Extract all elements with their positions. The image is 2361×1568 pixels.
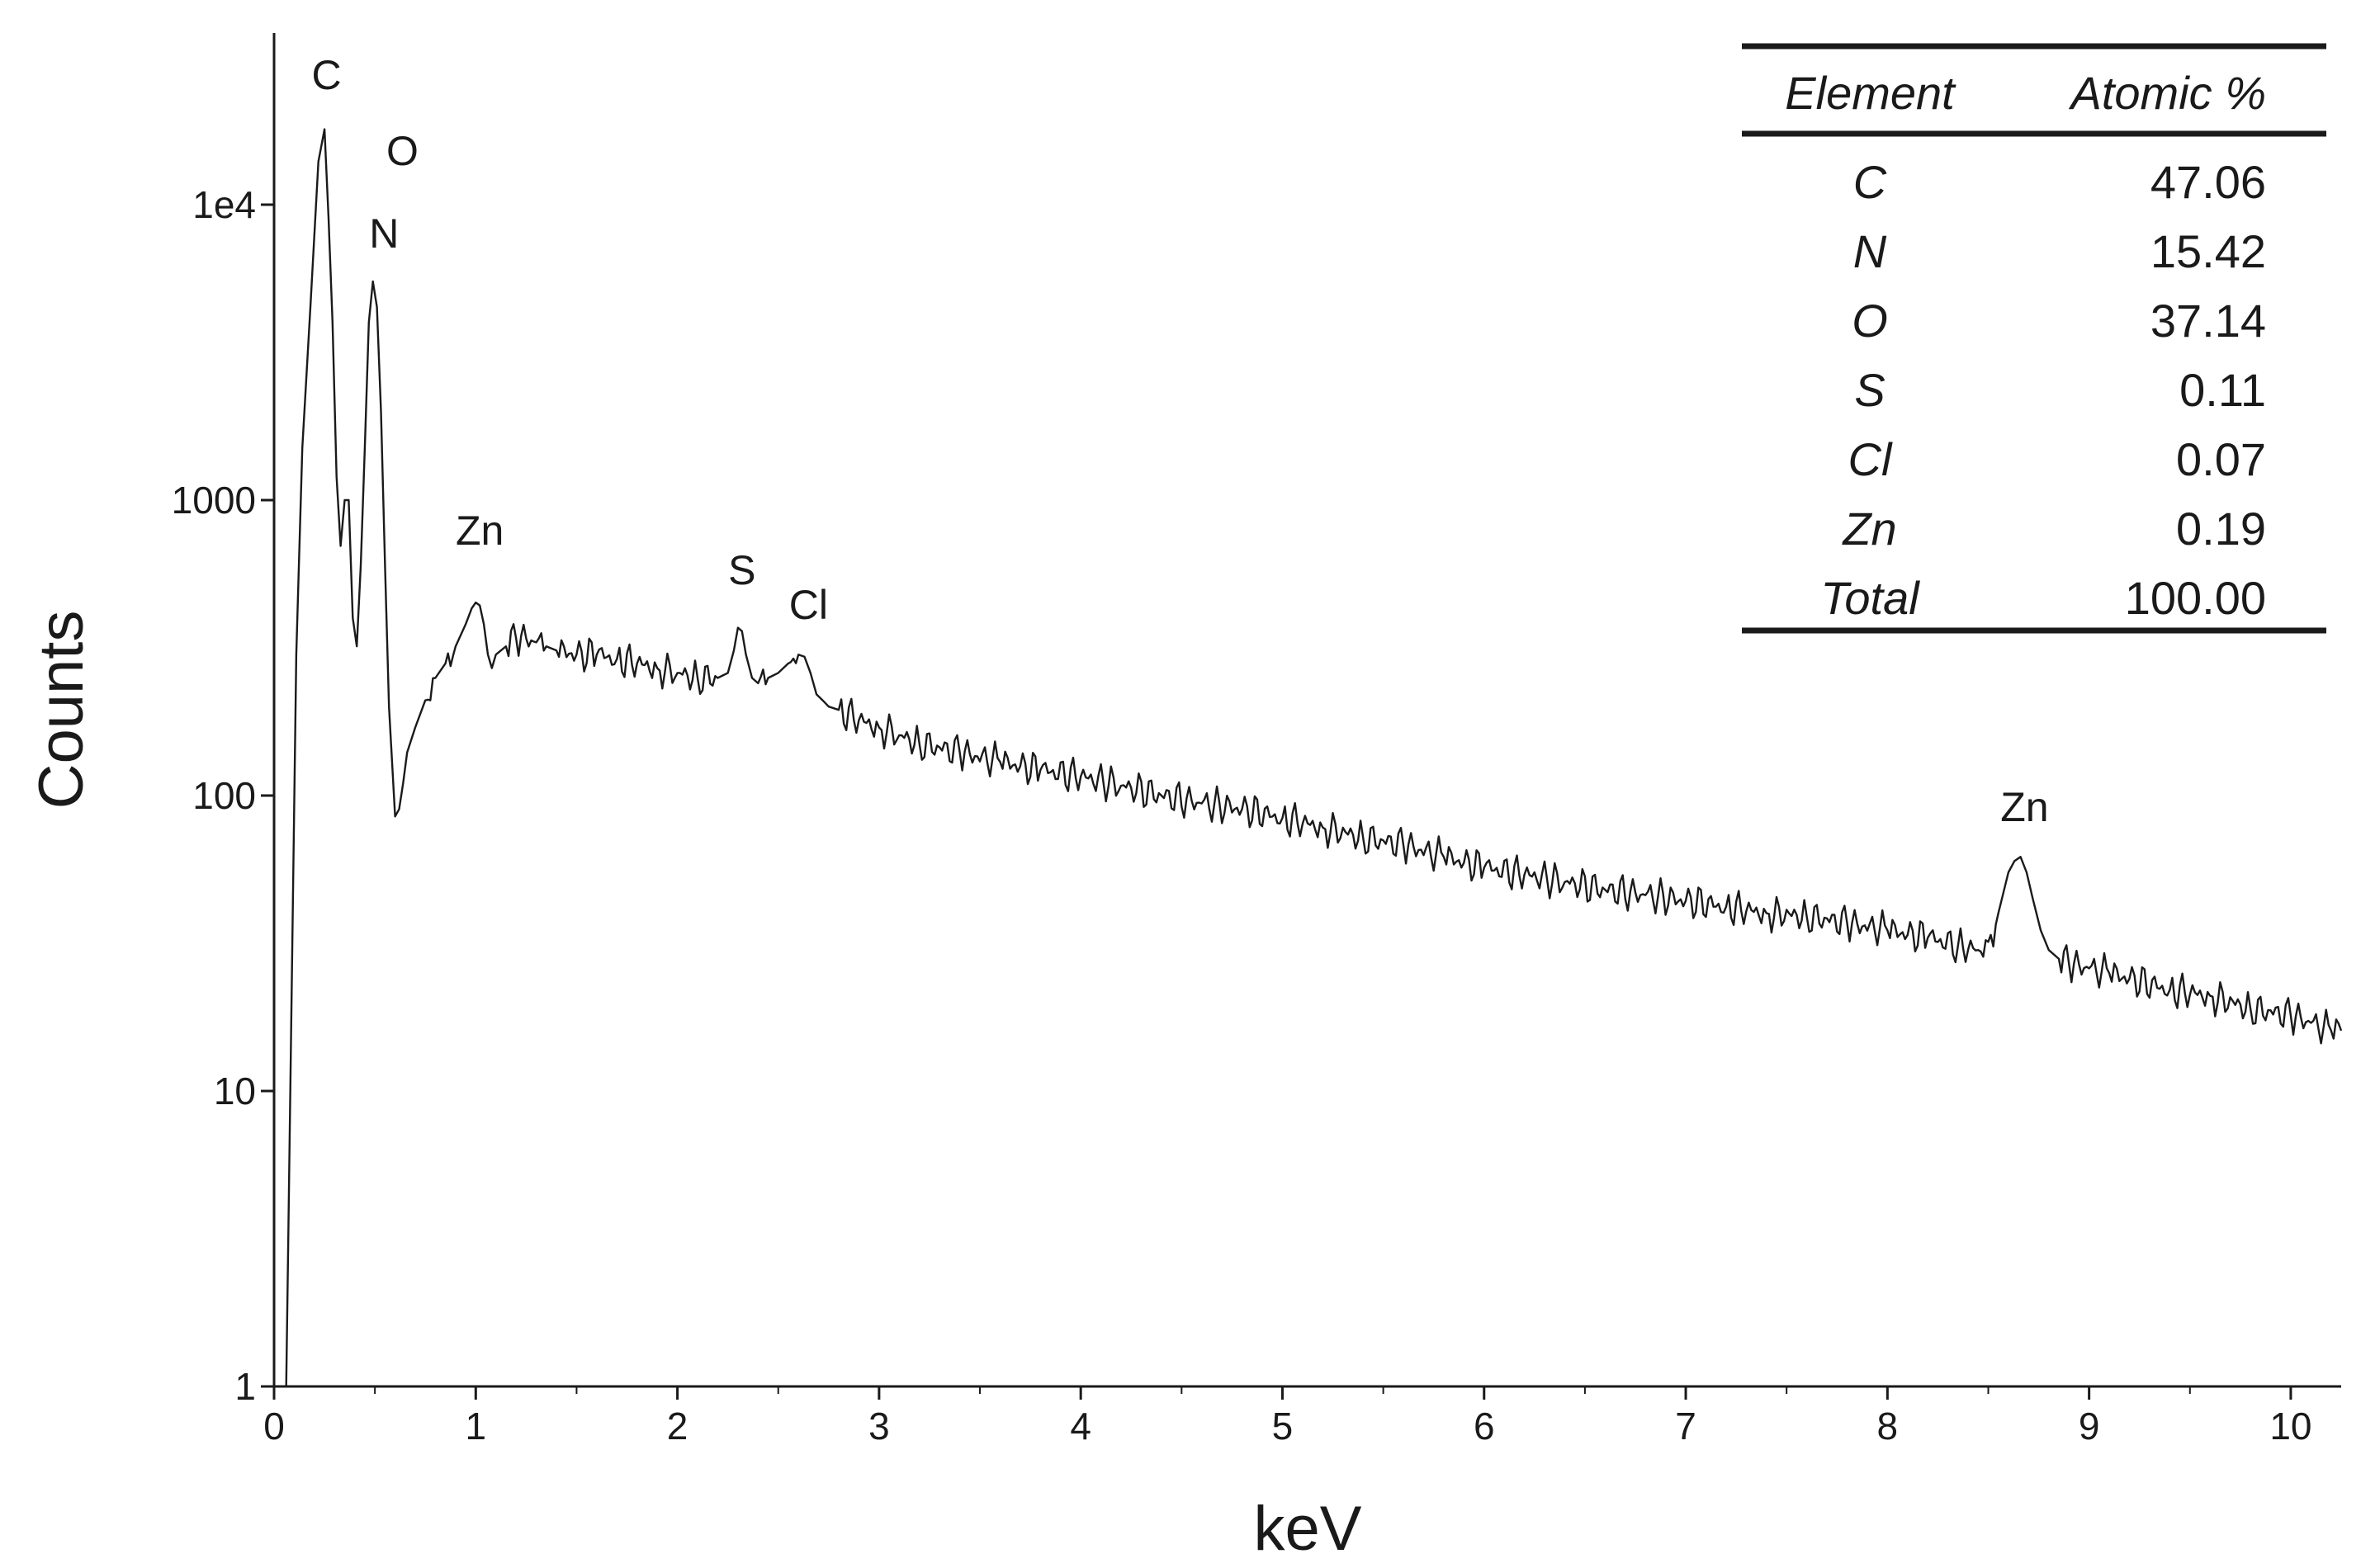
x-tick-label: 3: [868, 1405, 890, 1448]
composition-table: Element Atomic % C 47.06 N 15.42 O 37.14 S 0.11 Cl…: [1742, 43, 2326, 634]
table-cell-element: Cl: [1848, 433, 1893, 485]
table-cell-value: 0.11: [2179, 364, 2266, 416]
axes: [272, 33, 2341, 1388]
series-group: [274, 128, 2343, 1388]
x-tick-label: 1: [465, 1405, 486, 1448]
x-tick-label: 5: [1272, 1405, 1294, 1448]
table-cell-value: 100.00: [2125, 572, 2266, 624]
table-cell-value: 15.42: [2150, 225, 2266, 277]
peak-label-n: N: [369, 210, 399, 257]
table-cell-element: O: [1852, 295, 1888, 347]
table-header-element: Element: [1785, 67, 1956, 119]
y-axis-ticks: 1 10 100 1000 1e4: [172, 183, 274, 1408]
table-cell-element: C: [1853, 156, 1887, 208]
table-cell-value: 0.07: [2176, 433, 2266, 485]
x-tick-label: 9: [2079, 1405, 2100, 1448]
y-axis-title: Counts: [26, 611, 97, 810]
x-tick-label: 10: [2269, 1405, 2311, 1448]
table-cell-element: Total: [1820, 572, 1920, 624]
peak-label-zn: Zn: [2000, 784, 2048, 830]
y-tick-label: 1e4: [192, 183, 256, 226]
y-tick-label: 100: [192, 774, 256, 817]
table-cell-element: S: [1854, 364, 1885, 416]
table-cell-element: Zn: [1841, 503, 1896, 555]
table-cell-value: 37.14: [2150, 295, 2266, 347]
x-tick-label: 6: [1474, 1405, 1495, 1448]
peak-label-o: O: [386, 128, 419, 174]
x-tick-label: 8: [1877, 1405, 1899, 1448]
table-cell-value: 0.19: [2176, 503, 2266, 555]
peak-label-s: S: [728, 547, 755, 593]
x-tick-label: 2: [667, 1405, 688, 1448]
table-cell-value: 47.06: [2150, 156, 2266, 208]
x-tick-label: 7: [1675, 1405, 1696, 1448]
x-axis-title: keV: [1254, 1494, 1362, 1564]
y-tick-label: 10: [214, 1070, 256, 1112]
peak-label-zn: Zn: [456, 508, 504, 554]
table-header-atomic-percent: Atomic %: [2069, 67, 2267, 119]
peak-label-cl: Cl: [789, 582, 828, 628]
peak-label-c: C: [311, 52, 341, 98]
y-tick-label: 1: [234, 1365, 256, 1408]
x-axis-ticks: 0 1 2 3 4 5 6 7 8 9 10: [263, 1386, 2312, 1448]
x-tick-label: 4: [1070, 1405, 1091, 1448]
x-tick-label: 0: [263, 1405, 285, 1448]
spectrum-line: [274, 128, 2343, 1388]
y-tick-label: 1000: [172, 479, 256, 522]
table-cell-element: N: [1853, 225, 1887, 277]
